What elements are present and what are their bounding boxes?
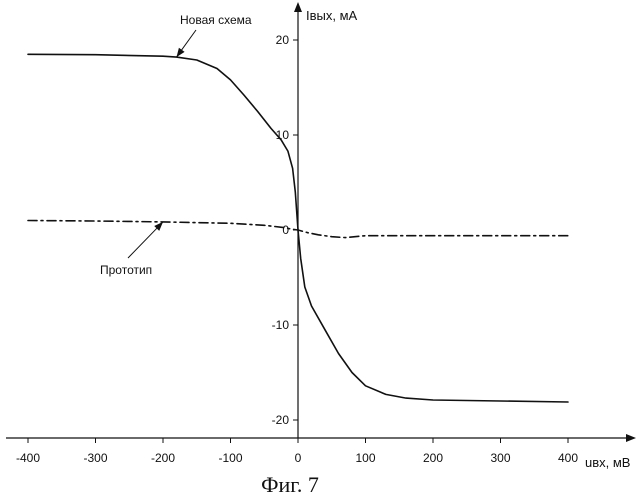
x-tick-label: 0 bbox=[295, 451, 302, 465]
x-tick-label: -300 bbox=[83, 451, 107, 465]
annotation-arrowhead bbox=[177, 48, 185, 57]
x-tick-label: 300 bbox=[490, 451, 510, 465]
x-tick-label: 400 bbox=[558, 451, 578, 465]
figure-caption: Фиг. 7 bbox=[261, 472, 319, 497]
axes bbox=[6, 2, 636, 442]
x-axis-title: uвх, мВ bbox=[585, 455, 630, 470]
y-tick-label: 0 bbox=[282, 223, 289, 237]
annotation-label: Новая схема bbox=[180, 13, 252, 27]
x-tick-label: 100 bbox=[355, 451, 375, 465]
chart-figure: -400-300-200-100010020030040020100-10-20… bbox=[0, 0, 640, 500]
annotation-layer: Новая схема Прототип bbox=[100, 13, 252, 277]
x-tick-label: 200 bbox=[423, 451, 443, 465]
y-tick-label: -20 bbox=[272, 413, 290, 427]
x-tick-label: -100 bbox=[218, 451, 242, 465]
x-tick-label: -200 bbox=[151, 451, 175, 465]
y-tick-label: 20 bbox=[276, 33, 290, 47]
x-axis-arrow bbox=[626, 434, 636, 442]
y-axis-title: Iвых, мА bbox=[306, 8, 358, 23]
y-axis-arrow bbox=[294, 2, 302, 12]
annotation-label: Прототип bbox=[100, 263, 152, 277]
x-tick-label: -400 bbox=[16, 451, 40, 465]
y-tick-label: -10 bbox=[272, 318, 290, 332]
